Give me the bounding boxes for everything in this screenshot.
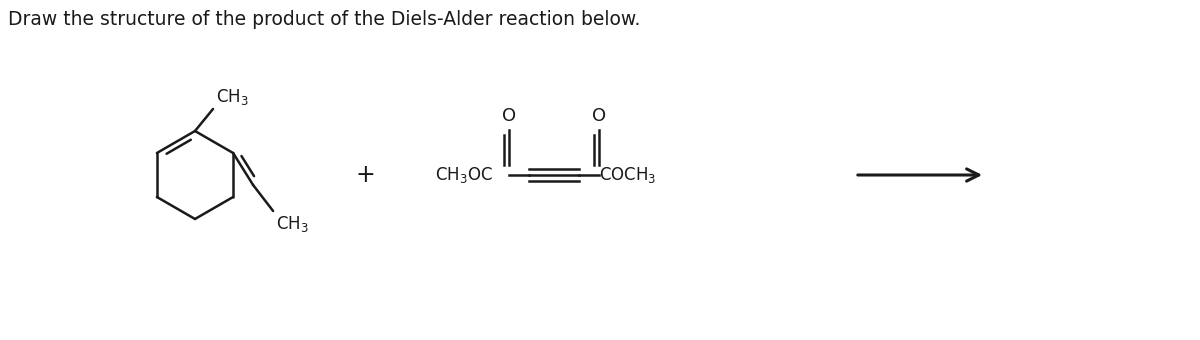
Text: COCH$_3$: COCH$_3$ — [599, 165, 656, 185]
Text: O: O — [502, 107, 516, 125]
Text: CH$_3$OC: CH$_3$OC — [434, 165, 493, 185]
Text: +: + — [355, 163, 374, 187]
Text: CH$_3$: CH$_3$ — [216, 87, 248, 107]
Text: CH$_3$: CH$_3$ — [276, 214, 308, 234]
Text: O: O — [592, 107, 606, 125]
Text: Draw the structure of the product of the Diels-Alder reaction below.: Draw the structure of the product of the… — [8, 10, 641, 29]
